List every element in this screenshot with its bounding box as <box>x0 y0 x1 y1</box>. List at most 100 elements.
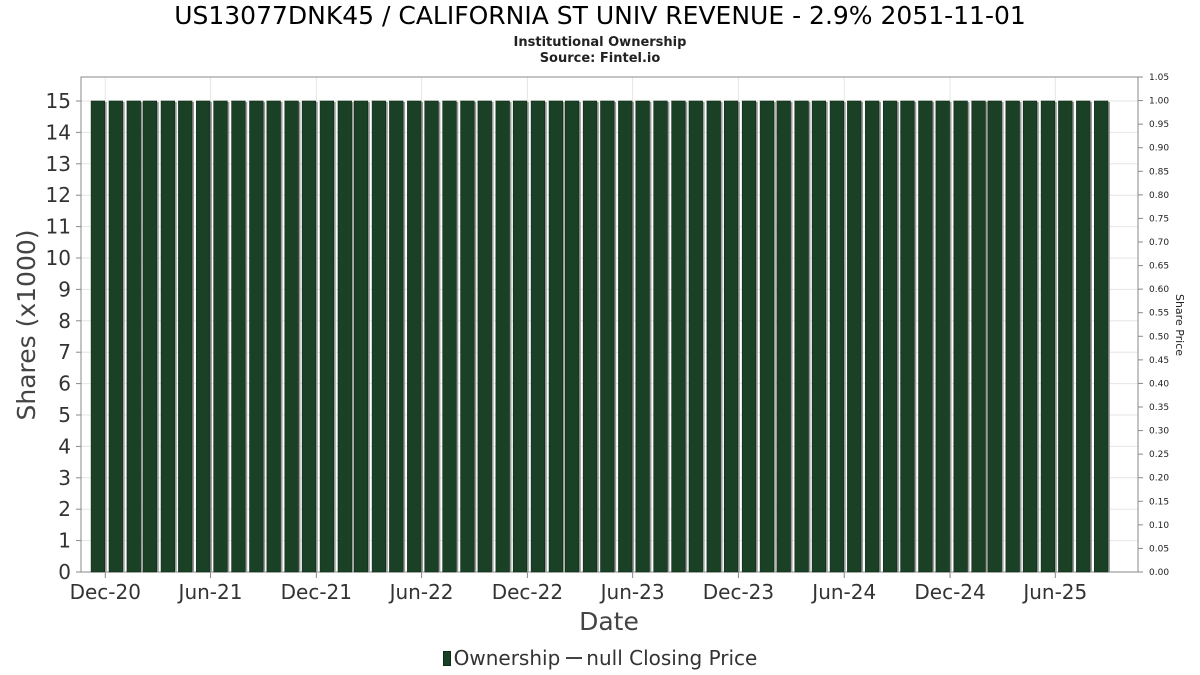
y-right-tick-label: 0.90 <box>1149 144 1169 154</box>
y-tick-label: 10 <box>46 246 71 270</box>
bar-ownership <box>337 100 352 573</box>
y-right-tick-label: 1.00 <box>1149 97 1169 107</box>
x-tick-label: Dec-24 <box>914 580 985 604</box>
x-tick-label: Jun-22 <box>388 580 454 604</box>
y-right-tick-label: 0.10 <box>1149 521 1169 531</box>
y-axis-label: Shares (x1000) <box>12 229 41 420</box>
bar-ownership <box>1076 100 1091 573</box>
y-tick-label: 9 <box>58 277 71 301</box>
bar-ownership <box>1022 100 1038 573</box>
bar-ownership <box>231 100 246 573</box>
bar-ownership <box>371 100 387 573</box>
y-tick-label: 2 <box>58 497 71 521</box>
bar-ownership <box>564 100 580 573</box>
bar-ownership <box>582 100 598 573</box>
bar-ownership <box>759 100 775 573</box>
bar-ownership <box>548 100 563 573</box>
bar-ownership <box>723 100 739 573</box>
bar-ownership <box>389 100 404 573</box>
bar-ownership <box>618 100 633 573</box>
bar-ownership <box>671 100 686 573</box>
y-tick-label: 5 <box>58 403 71 427</box>
x-tick-label: Jun-24 <box>810 580 876 604</box>
y-right-tick-label: 0.45 <box>1149 356 1169 366</box>
bar-ownership <box>108 100 123 573</box>
bar-ownership <box>196 100 211 573</box>
y-right-tick-label: 0.15 <box>1149 497 1169 507</box>
bar-ownership <box>530 100 546 573</box>
bar-ownership <box>512 100 528 573</box>
legend-ownership-label: Ownership <box>453 646 561 670</box>
legend-line-swatch <box>566 657 583 659</box>
y-right-tick-label: 0.05 <box>1149 544 1169 554</box>
bar-ownership <box>477 100 492 573</box>
y-tick-label: 4 <box>58 434 71 458</box>
bar-ownership <box>847 100 862 573</box>
bar-ownership <box>1058 100 1073 573</box>
y-tick-label: 14 <box>46 120 71 144</box>
legend-price-label: null Closing Price <box>586 646 758 670</box>
y-right-tick-label: 0.85 <box>1149 167 1169 177</box>
bar-ownership <box>935 100 950 573</box>
bar-ownership <box>319 100 334 573</box>
chart-title: US13077DNK45 / CALIFORNIA ST UNIV REVENU… <box>174 1 1026 30</box>
bar-ownership <box>1040 100 1056 573</box>
y-right-tick-label: 0.00 <box>1149 568 1169 578</box>
y-right-tick-label: 0.30 <box>1149 427 1169 437</box>
bar-ownership <box>178 100 193 573</box>
y-right-tick-label: 0.25 <box>1149 450 1169 460</box>
bar-ownership <box>741 100 757 573</box>
bar-ownership <box>249 100 264 573</box>
y-right-tick-label: 0.55 <box>1149 309 1169 319</box>
chart-source: Source: Fintel.io <box>539 51 661 66</box>
bar-ownership <box>460 100 475 573</box>
bar-ownership <box>971 100 986 573</box>
bar-ownership <box>706 100 721 573</box>
bar-ownership <box>1094 100 1109 573</box>
x-tick-label: Jun-21 <box>177 580 243 604</box>
y-right-tick-label: 1.05 <box>1149 73 1169 83</box>
y-tick-label: 1 <box>58 529 71 553</box>
legend: Ownership null Closing Price <box>0 646 1200 670</box>
bar-ownership <box>142 100 158 573</box>
y-right-tick-label: 0.80 <box>1149 191 1169 201</box>
bar-ownership <box>794 100 809 573</box>
bar-ownership <box>865 100 880 573</box>
bar-ownership <box>284 100 299 573</box>
y-tick-label: 8 <box>58 309 71 333</box>
legend-bar-swatch <box>442 651 451 666</box>
bar-ownership <box>953 100 968 573</box>
bar-ownership <box>126 100 141 573</box>
y-tick-label: 3 <box>58 466 71 490</box>
bar-ownership <box>900 100 915 573</box>
y-tick-label: 12 <box>46 183 71 207</box>
bar-ownership <box>882 100 898 573</box>
bar-ownership <box>495 100 510 573</box>
bar-ownership <box>353 100 369 573</box>
y-right-tick-label: 0.20 <box>1149 474 1169 484</box>
y-tick-label: 6 <box>58 372 71 396</box>
bar-ownership <box>1005 100 1020 573</box>
y-tick-label: 7 <box>58 340 71 364</box>
y-axis-right-label: Share Price <box>1173 294 1186 356</box>
chart-subtitle: Institutional Ownership <box>513 35 687 50</box>
bar-ownership <box>653 100 668 573</box>
y-tick-label: 11 <box>46 215 71 239</box>
bar-ownership <box>987 100 1002 573</box>
bar-ownership <box>635 100 650 573</box>
bar-ownership <box>829 100 844 573</box>
x-tick-label: Dec-22 <box>492 580 563 604</box>
y-right-tick-label: 0.65 <box>1149 262 1169 272</box>
bar-ownership <box>90 100 106 573</box>
x-tick-label: Dec-21 <box>281 580 352 604</box>
y-right-tick-label: 0.35 <box>1149 403 1169 413</box>
bar-ownership <box>600 100 615 573</box>
bar-ownership <box>918 100 933 573</box>
x-tick-label: Jun-25 <box>1021 580 1087 604</box>
bar-ownership <box>160 100 175 573</box>
bar-ownership <box>688 100 703 573</box>
bar-ownership <box>213 100 228 573</box>
bar-ownership <box>266 100 281 573</box>
